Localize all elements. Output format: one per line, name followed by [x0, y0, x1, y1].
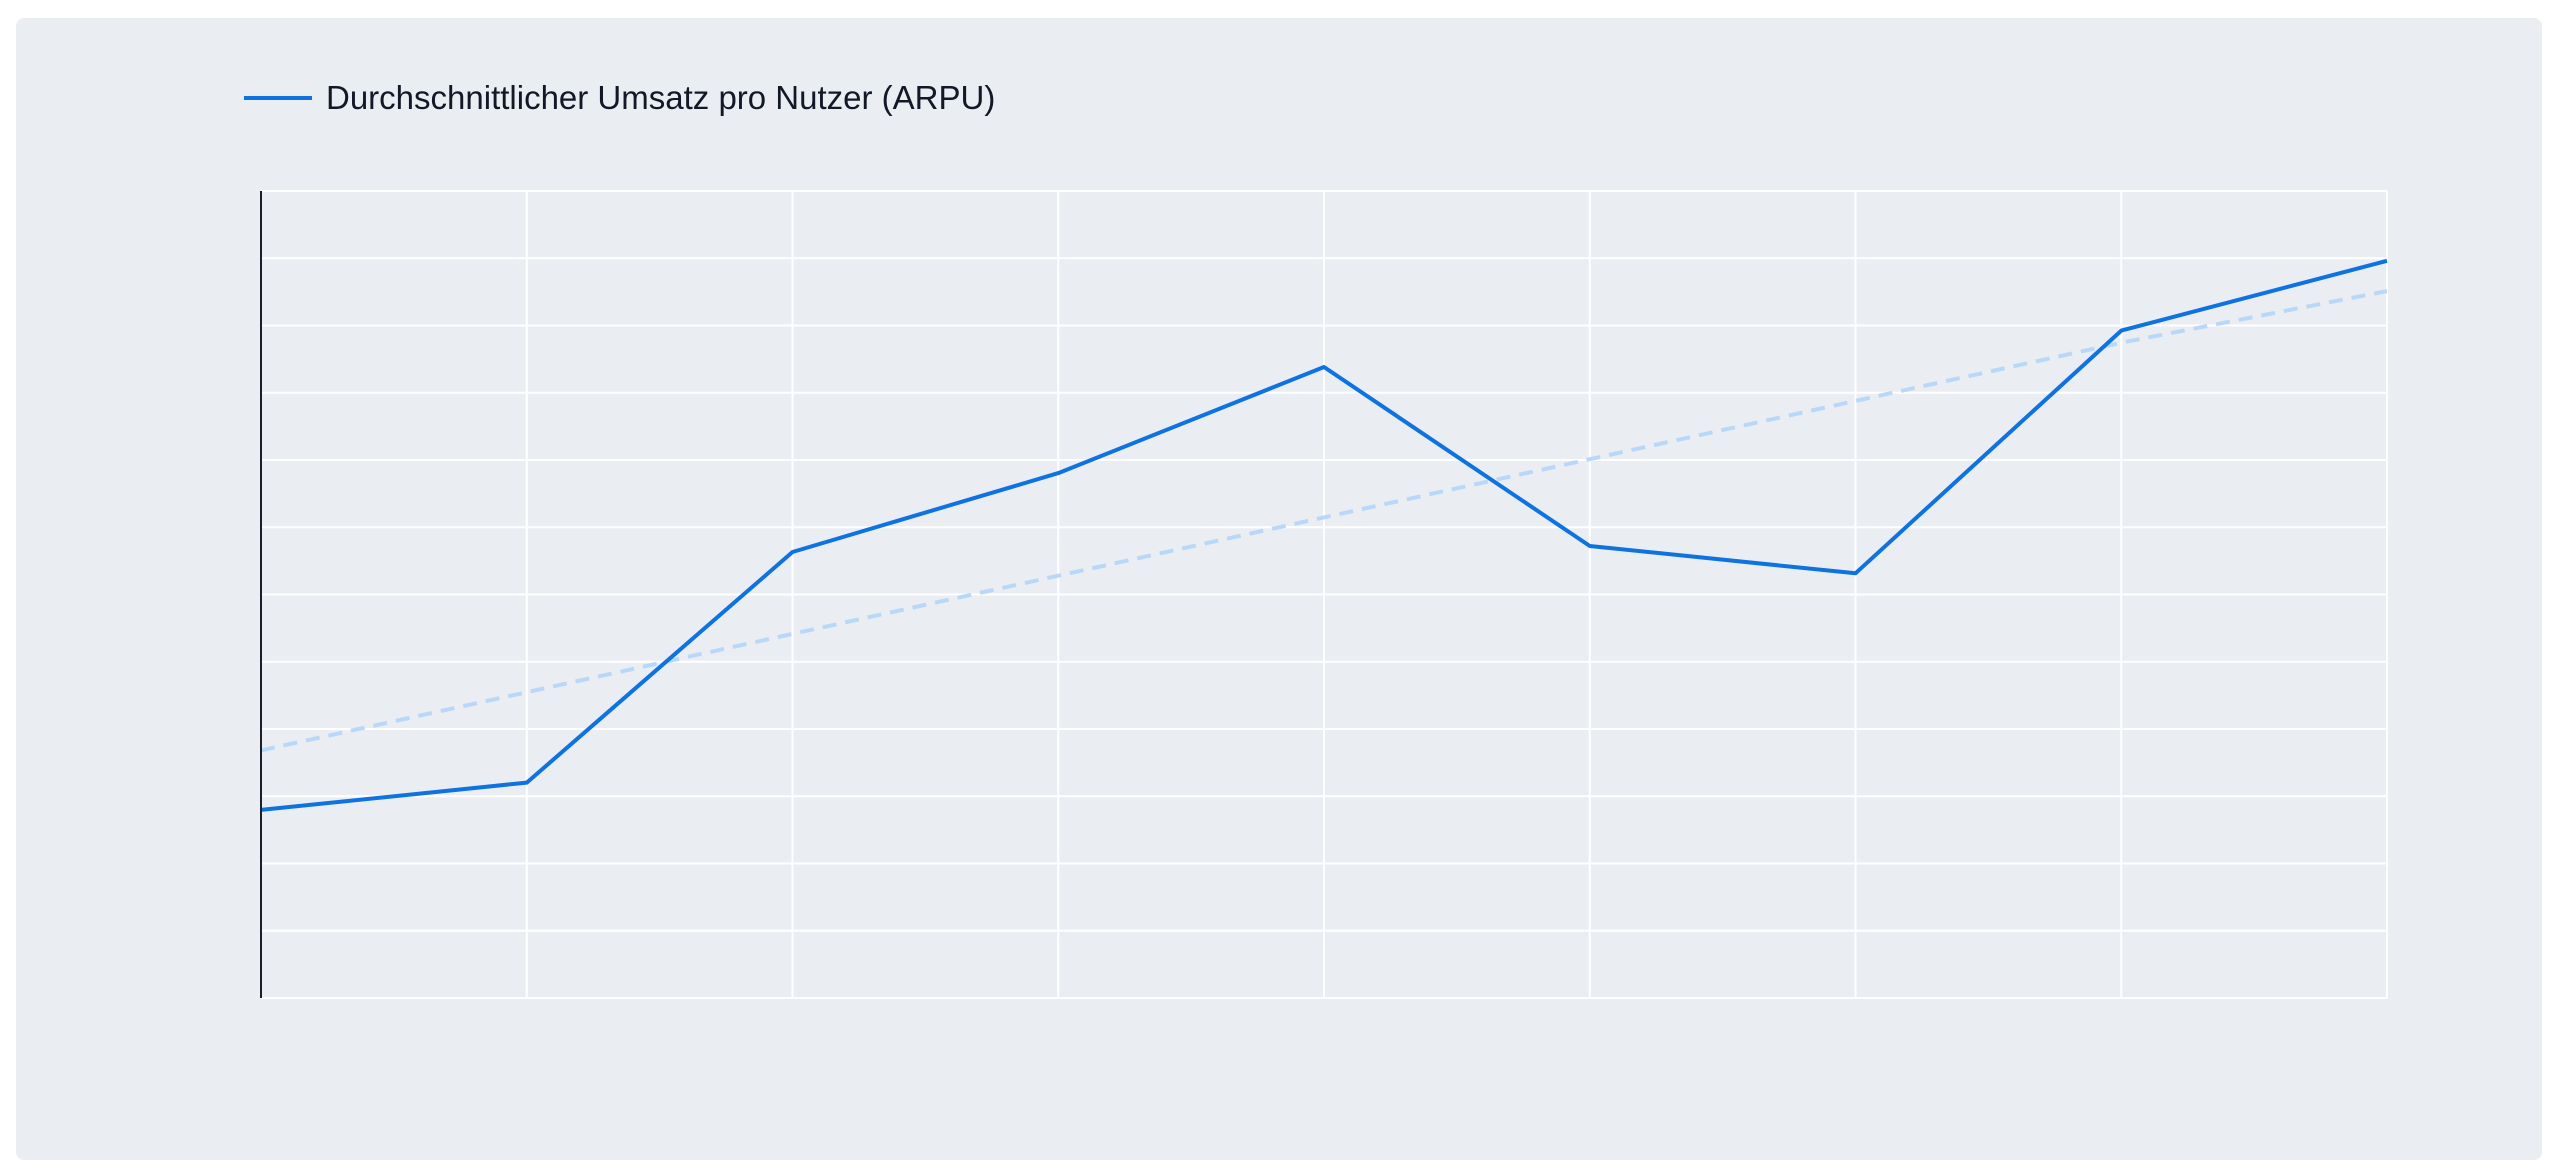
legend-swatch-arpu [244, 96, 312, 100]
legend[interactable]: Durchschnittlicher Umsatz pro Nutzer (AR… [244, 79, 995, 117]
series-line-arpu[interactable] [260, 258, 2388, 812]
series-layer [260, 258, 2388, 812]
series-line-trend[interactable] [260, 289, 2388, 753]
legend-label-arpu: Durchschnittlicher Umsatz pro Nutzer (AR… [326, 79, 996, 116]
grid [260, 190, 2388, 999]
